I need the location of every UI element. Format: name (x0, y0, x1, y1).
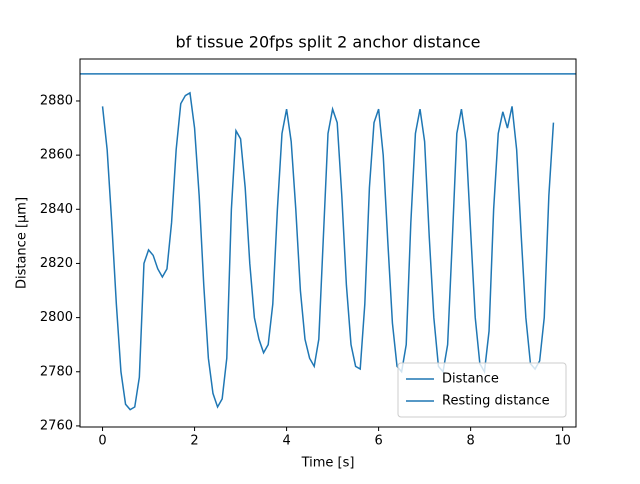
y-tick-label: 2800 (40, 310, 73, 325)
x-axis-label: Time [s] (301, 456, 355, 471)
legend-box (397, 362, 567, 418)
x-tick-label: 0 (98, 434, 106, 449)
x-tick-label: 4 (282, 434, 290, 449)
y-tick-label: 2880 (40, 93, 73, 108)
x-tick-label: 8 (466, 434, 474, 449)
y-tick-label: 2760 (40, 418, 73, 433)
legend-label: Resting distance (442, 394, 550, 409)
y-tick-label: 2840 (40, 202, 73, 217)
chart-title: bf tissue 20fps split 2 anchor distance (175, 33, 480, 52)
plot-frame (79, 58, 577, 428)
x-tick-label: 10 (554, 434, 571, 449)
x-tick-label: 2 (190, 434, 198, 449)
legend-label: Distance (442, 372, 499, 387)
x-tick-label: 6 (374, 434, 382, 449)
y-tick-label: 2820 (40, 256, 73, 271)
data-line (101, 91, 555, 411)
y-axis-label: Distance [µm] (15, 197, 30, 289)
y-tick-label: 2860 (40, 148, 73, 163)
y-tick-label: 2780 (40, 364, 73, 379)
